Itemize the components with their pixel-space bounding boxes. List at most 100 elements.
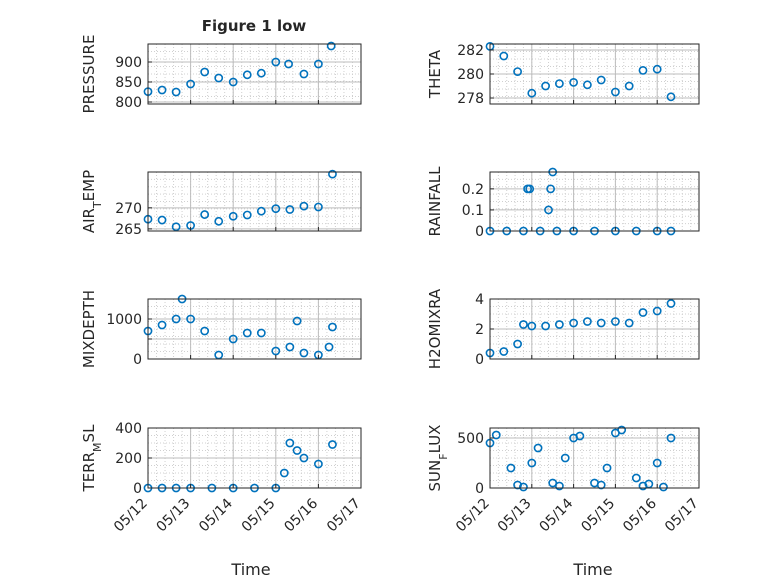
data-point [200,210,210,219]
data-point [652,64,662,74]
x-tick-label: 05/17 [662,496,702,536]
data-point [313,59,323,69]
data-point [200,67,210,77]
data-point [328,322,337,332]
y-axis-label: TERRMSL [80,424,104,493]
data-point [157,215,167,225]
subplot-theta: 278 280 282 THETA [426,42,700,107]
y-axis-label: PRESSURE [80,35,98,114]
data-point [214,216,224,226]
data-point [617,425,627,435]
data-point [527,458,537,468]
y-tick-label: 200 [115,451,142,467]
y-tick-label: 270 [115,201,142,217]
y-tick-label: 0 [475,224,484,240]
data-point [624,81,634,91]
data-point [285,438,295,448]
data-point [271,204,281,214]
data-point [256,68,266,78]
data-point [299,201,309,211]
x-tick-label: 05/16 [620,495,660,535]
data-point [544,205,553,215]
data-point [256,206,266,216]
data-point [228,211,238,221]
x-tick-label: 05/15 [239,496,279,536]
y-tick-label: 400 [115,421,142,437]
data-point [324,342,334,352]
data-point [214,73,224,83]
data-point [519,320,528,329]
y-tick-label: 278 [457,91,484,107]
data-point [200,326,210,336]
data-point [292,316,302,326]
data-point [513,67,522,76]
data-series [485,425,676,492]
data-point [519,482,528,492]
data-point [285,205,295,214]
data-point [596,75,606,85]
axes-box [489,427,700,489]
data-series [143,169,337,232]
data-point [569,318,578,328]
x-tick-label: 05/14 [537,495,577,535]
x-tick-label: 05/15 [578,496,618,536]
x-tick-label: 05/17 [324,496,364,536]
y-tick-label: 0.2 [462,182,484,198]
y-tick-label: 280 [457,67,484,83]
data-point [313,202,323,212]
data-point [171,314,181,324]
y-tick-label: 4 [475,292,484,308]
data-point [299,453,309,463]
data-point [611,317,620,326]
data-point [186,79,195,89]
data-point [171,87,181,97]
y-tick-label: 282 [457,43,484,59]
data-point [242,328,252,338]
data-point [666,92,676,102]
data-point [554,481,564,491]
data-point [666,433,676,443]
data-point [242,210,252,220]
data-point [513,339,522,349]
data-point [228,334,238,344]
data-point [554,320,564,329]
y-axis-label: H2OMIXRA [426,288,444,369]
plot-area [148,172,361,231]
y-tick-label: 500 [457,431,484,447]
y-tick-label: 0 [475,481,484,497]
axes-box [147,171,362,232]
x-axis-label-left: Time [230,560,270,579]
y-tick-label: 2 [475,322,484,338]
data-point [666,299,676,308]
data-point [638,66,648,75]
data-point [533,443,543,453]
data-point [326,41,336,51]
data-point [506,463,516,473]
data-point [525,184,535,194]
data-point [271,346,281,356]
data-point [631,473,641,483]
y-tick-label: 800 [115,95,142,111]
data-point [560,453,570,463]
data-point [596,318,606,328]
y-tick-label: 900 [115,55,142,71]
y-tick-label: 0 [475,352,484,368]
x-tick-label: 05/14 [196,495,236,535]
y-axis-label: MIXDEPTH [80,290,98,368]
data-point [292,446,302,455]
data-point [157,320,167,330]
y-axis-label: RAINFALL [426,166,444,237]
data-point [499,347,509,356]
data-point [157,85,167,95]
x-tick-label: 05/12 [111,496,151,536]
data-point [271,57,281,67]
data-point [569,78,578,87]
data-point [541,321,550,331]
y-tick-label: 850 [115,75,142,91]
subplot-pressure: 800 850 900 PRESSURE [80,35,362,114]
y-axis-label: THETA [426,49,444,99]
data-point [527,88,537,98]
data-point [171,222,181,232]
